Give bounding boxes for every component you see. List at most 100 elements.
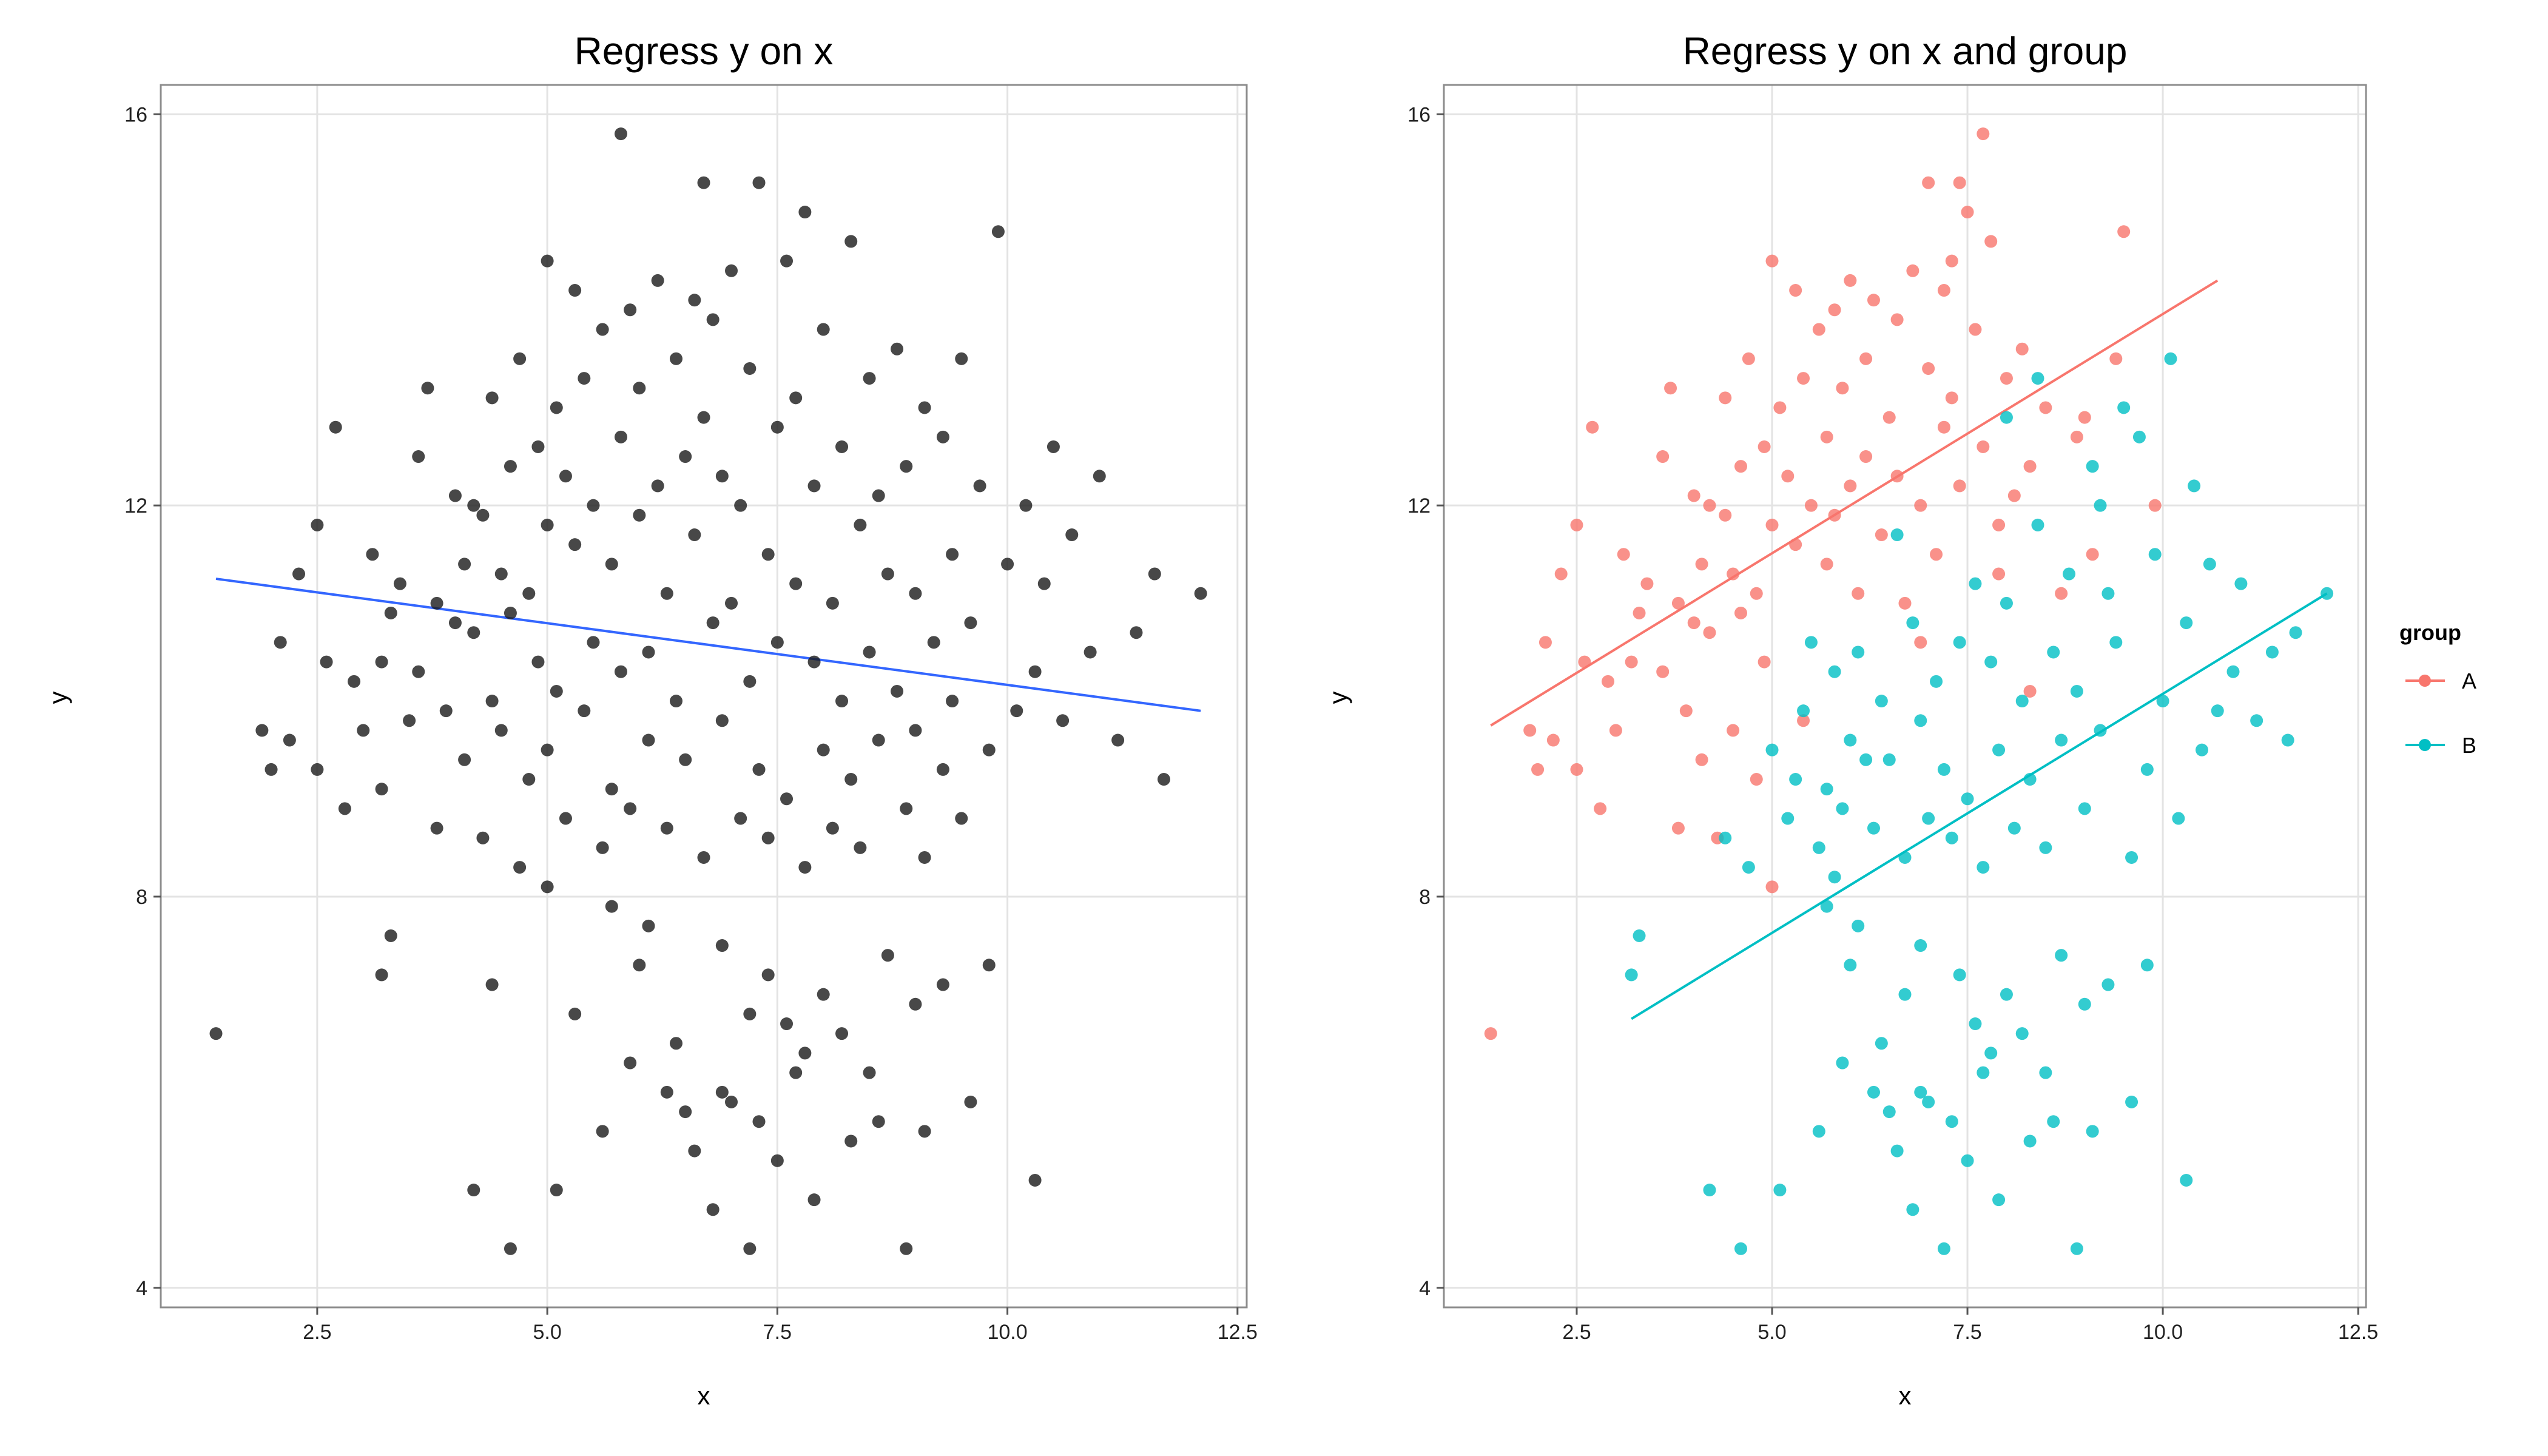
data-point (798, 206, 812, 219)
x-tick-label-right-4: 12.5 (2338, 1321, 2378, 1344)
data-point (1914, 1085, 1927, 1099)
data-point (2180, 1173, 2193, 1187)
data-point (1977, 1066, 1990, 1079)
data-point (2015, 342, 2029, 356)
data-point (633, 382, 646, 395)
data-point (2007, 821, 2021, 835)
data-point (1602, 675, 1615, 688)
legend-item-a: A (2405, 669, 2476, 693)
ticks-left: 2.5 5.0 7.5 10.0 12.5 4 8 12 16 (124, 103, 1258, 1344)
data-point (891, 342, 904, 356)
data-point (1820, 558, 1833, 571)
gridlines-right (1444, 85, 2366, 1307)
data-point (2140, 959, 2154, 972)
data-point (780, 254, 794, 268)
data-point (1742, 352, 1755, 365)
data-point (605, 558, 618, 571)
data-point (642, 919, 655, 932)
data-point (1945, 1115, 1958, 1128)
data-point (844, 235, 858, 248)
data-point (366, 548, 379, 561)
data-point (2101, 978, 2115, 991)
data-point (725, 596, 738, 610)
data-point (1578, 655, 1591, 669)
data-point (688, 528, 701, 542)
data-point (660, 587, 673, 600)
data-point (1992, 518, 2006, 531)
fit-line-right-0 (1490, 279, 2219, 727)
data-point (513, 861, 527, 874)
data-point (1844, 733, 1857, 747)
data-point (1633, 929, 1646, 942)
panel-right: Regress y on x and group 2.5 5.0 7.5 10.0 12… (1324, 29, 2378, 1410)
data-point (770, 420, 784, 434)
data-point (2031, 372, 2044, 385)
data-point (844, 1134, 858, 1148)
data-point (679, 753, 692, 766)
data-point (448, 489, 462, 502)
data-point (752, 1115, 766, 1128)
data-point (900, 460, 913, 473)
data-point (265, 763, 278, 776)
data-point (743, 1242, 757, 1255)
data-point (660, 821, 673, 835)
data-point (1727, 567, 1740, 581)
data-point (761, 968, 775, 982)
data-point (2039, 401, 2052, 414)
data-point (384, 606, 397, 619)
data-point (1945, 831, 1958, 844)
data-point (1758, 655, 1771, 669)
data-point (633, 508, 646, 522)
data-point (596, 841, 609, 854)
data-point (1977, 861, 1990, 874)
data-point (982, 959, 996, 972)
data-point (1773, 401, 1787, 414)
data-point (2063, 567, 2076, 581)
data-point (1961, 206, 1974, 219)
data-point (320, 655, 333, 669)
data-point (1804, 499, 1818, 512)
data-point (1640, 577, 1654, 590)
data-point (1969, 1017, 1982, 1031)
data-point (1773, 1184, 1787, 1197)
data-point (1679, 704, 1693, 718)
data-point (2164, 352, 2177, 365)
data-point (1898, 596, 1912, 610)
y-tick-label-right-1: 8 (1419, 886, 1431, 909)
data-point (1852, 645, 1865, 659)
data-point (1882, 411, 1896, 424)
data-point (798, 1046, 812, 1060)
fit-line-left-0 (215, 578, 1201, 712)
data-point (1961, 792, 1974, 806)
data-point (1523, 724, 1537, 737)
data-point (927, 636, 940, 649)
chart-title-right: Regress y on x and group (1683, 29, 2128, 73)
data-point (504, 606, 517, 619)
data-point (2078, 997, 2091, 1011)
x-tick-label-left-0: 2.5 (303, 1321, 331, 1344)
data-point (522, 773, 536, 786)
data-point (1656, 665, 1670, 678)
data-point (780, 1017, 794, 1031)
data-point (587, 499, 600, 512)
data-point (807, 1193, 821, 1207)
data-point (1742, 861, 1755, 874)
data-point (614, 127, 627, 141)
data-point (2172, 812, 2185, 825)
data-point (2281, 733, 2294, 747)
data-point (1812, 841, 1825, 854)
y-axis-label-left: y (44, 692, 72, 704)
data-point (1703, 1184, 1716, 1197)
data-point (2109, 352, 2123, 365)
data-point (283, 733, 296, 747)
data-point (1977, 127, 1990, 141)
data-point (1625, 968, 1638, 982)
x-axis-label-right: x (1899, 1381, 1912, 1410)
data-point (1914, 636, 1927, 649)
data-point (725, 264, 738, 277)
data-point (1804, 636, 1818, 649)
data-point (624, 802, 637, 815)
data-point (375, 968, 388, 982)
data-point (1594, 802, 1607, 815)
